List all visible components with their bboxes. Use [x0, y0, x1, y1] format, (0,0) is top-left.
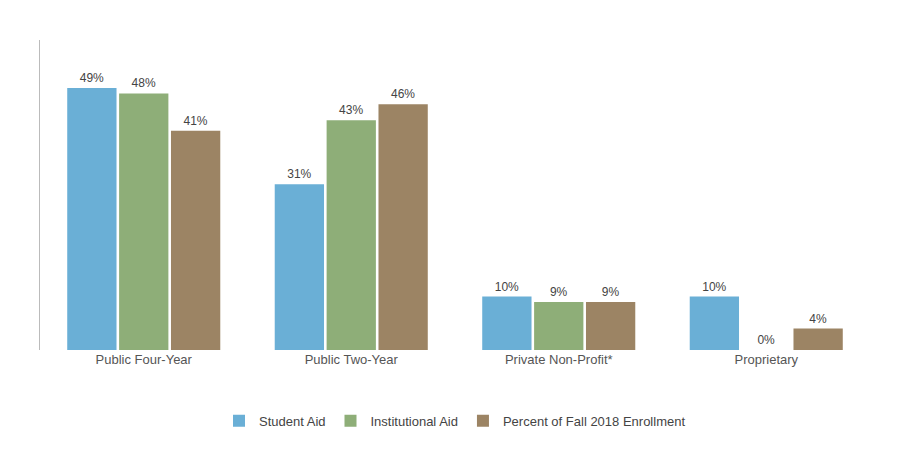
svg-text:Public Four-Year: Public Four-Year: [96, 352, 193, 367]
svg-text:Proprietary: Proprietary: [734, 352, 798, 367]
svg-text:41%: 41%: [183, 114, 207, 128]
svg-text:46%: 46%: [391, 87, 415, 101]
svg-text:10%: 10%: [702, 280, 726, 294]
svg-text:31%: 31%: [287, 167, 311, 181]
svg-text:0%: 0%: [757, 333, 775, 347]
svg-text:Percent of Fall 2018 Enrollmen: Percent of Fall 2018 Enrollment: [503, 414, 685, 429]
svg-text:43%: 43%: [339, 103, 363, 117]
svg-text:48%: 48%: [132, 76, 156, 90]
svg-text:9%: 9%: [602, 285, 620, 299]
svg-text:9%: 9%: [550, 285, 568, 299]
svg-text:Private Non-Profit*: Private Non-Profit*: [505, 352, 613, 367]
svg-text:10%: 10%: [495, 280, 519, 294]
svg-text:Institutional Aid: Institutional Aid: [371, 414, 458, 429]
svg-text:49%: 49%: [80, 71, 104, 85]
svg-text:Student Aid: Student Aid: [259, 414, 326, 429]
svg-text:4%: 4%: [809, 312, 827, 326]
svg-text:Public Two-Year: Public Two-Year: [305, 352, 399, 367]
